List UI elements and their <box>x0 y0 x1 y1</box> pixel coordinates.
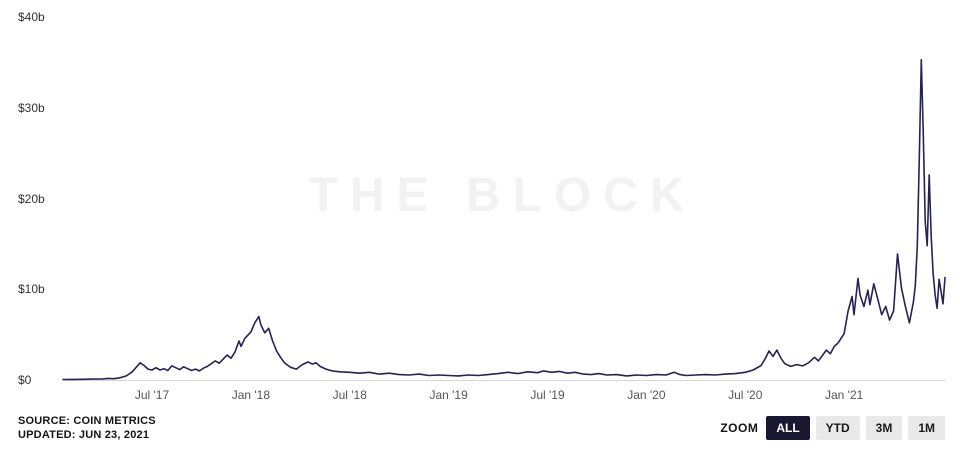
y-tick-label: $20b <box>18 191 45 206</box>
x-tick-label: Jan '19 <box>429 388 468 402</box>
chart-line <box>62 58 946 381</box>
zoom-controls: ZOOM ALL YTD 3M 1M <box>720 416 945 440</box>
zoom-label: ZOOM <box>720 421 759 435</box>
x-tick-label: Jan '20 <box>627 388 666 402</box>
x-tick-label: Jul '20 <box>728 388 763 402</box>
y-tick-label: $30b <box>18 100 45 115</box>
x-tick-label: Jul '17 <box>134 388 170 402</box>
y-tick-label: $40b <box>18 10 45 24</box>
source-block: SOURCE: COIN METRICS UPDATED: JUN 23, 20… <box>18 414 156 442</box>
zoom-button-all[interactable]: ALL <box>766 416 810 440</box>
zoom-button-1m[interactable]: 1M <box>908 416 945 440</box>
zoom-button-3m[interactable]: 3M <box>865 416 903 440</box>
x-tick-label: Jan '18 <box>231 388 271 402</box>
footer: SOURCE: COIN METRICS UPDATED: JUN 23, 20… <box>0 410 960 446</box>
x-tick-label: Jan '21 <box>824 388 864 402</box>
x-tick-label: Jul '19 <box>530 388 565 402</box>
source-text: SOURCE: COIN METRICS <box>18 415 156 427</box>
zoom-button-ytd[interactable]: YTD <box>815 416 860 440</box>
y-tick-label: $10b <box>18 282 45 297</box>
updated-text: UPDATED: JUN 23, 2021 <box>18 429 150 441</box>
y-tick-label: $0 <box>18 373 32 387</box>
x-tick-label: Jul '18 <box>332 388 367 402</box>
